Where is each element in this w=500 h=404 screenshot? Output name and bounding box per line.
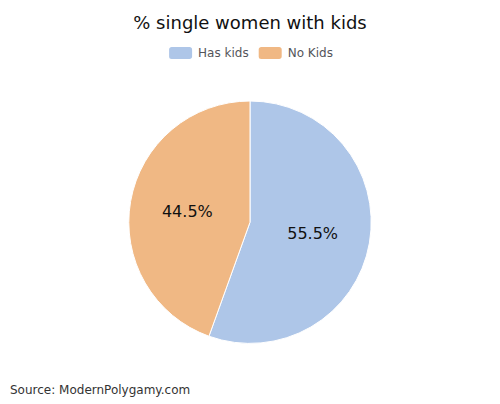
svg-text:Source: ModernPolygamy.com: Source: ModernPolygamy.com <box>10 383 190 397</box>
svg-text:No Kids: No Kids <box>288 46 333 60</box>
svg-text:% single women with kids: % single women with kids <box>133 12 366 33</box>
svg-text:44.5%: 44.5% <box>162 202 213 221</box>
svg-text:55.5%: 55.5% <box>287 224 338 243</box>
svg-text:Has kids: Has kids <box>198 46 249 60</box>
